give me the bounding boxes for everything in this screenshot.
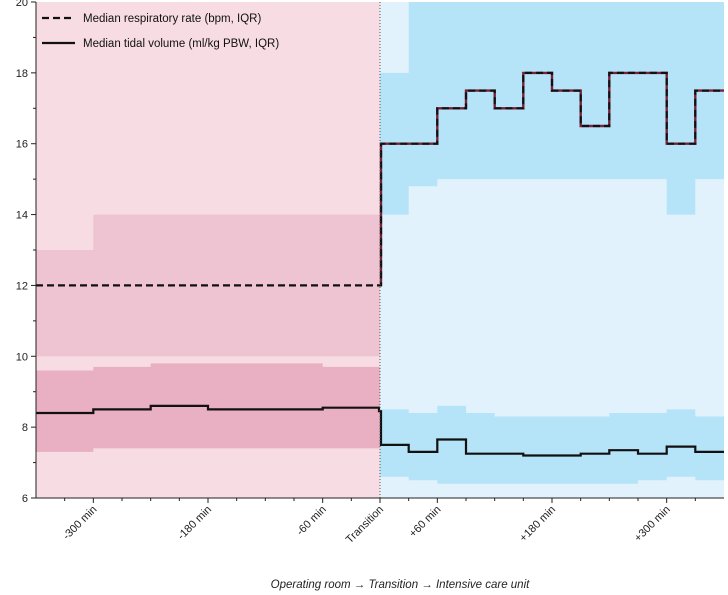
series-lines: [36, 71, 724, 457]
y-tick-label-14: 14: [16, 210, 28, 222]
legend-label-1: Median tidal volume (ml/kg PBW, IQR): [83, 38, 279, 50]
x-tick-label-2: -60 min: [294, 504, 328, 538]
x-tick-label-3: Transition: [344, 504, 386, 546]
legend-label-0: Median respiratory rate (bpm, IQR): [83, 13, 261, 25]
y-tick-label-8: 8: [22, 422, 28, 434]
iqr-band-0-1: [380, 2, 724, 215]
y-tick-label-12: 12: [16, 280, 28, 292]
x-tick-label-4: +60 min: [407, 504, 443, 540]
x-tick-label-1: -180 min: [175, 504, 214, 543]
series-line-0: [36, 71, 724, 287]
iqr-band-1-1: [380, 405, 724, 484]
x-axis-label: Operating room → Transition → Intensive …: [271, 579, 530, 591]
y-tick-label-10: 10: [16, 351, 28, 363]
x-tick-label-0: -300 min: [61, 504, 100, 543]
y-tick-label-6: 6: [22, 493, 28, 505]
y-tick-label-20: 20: [16, 0, 28, 9]
y-tick-label-16: 16: [16, 139, 28, 151]
x-tick-label-6: +300 min: [632, 504, 673, 545]
x-tick-label-5: +180 min: [517, 504, 558, 545]
series-line-1: [36, 404, 724, 457]
legend: Median respiratory rate (bpm, IQR) Median…: [42, 13, 279, 50]
y-tick-label-18: 18: [16, 68, 28, 80]
